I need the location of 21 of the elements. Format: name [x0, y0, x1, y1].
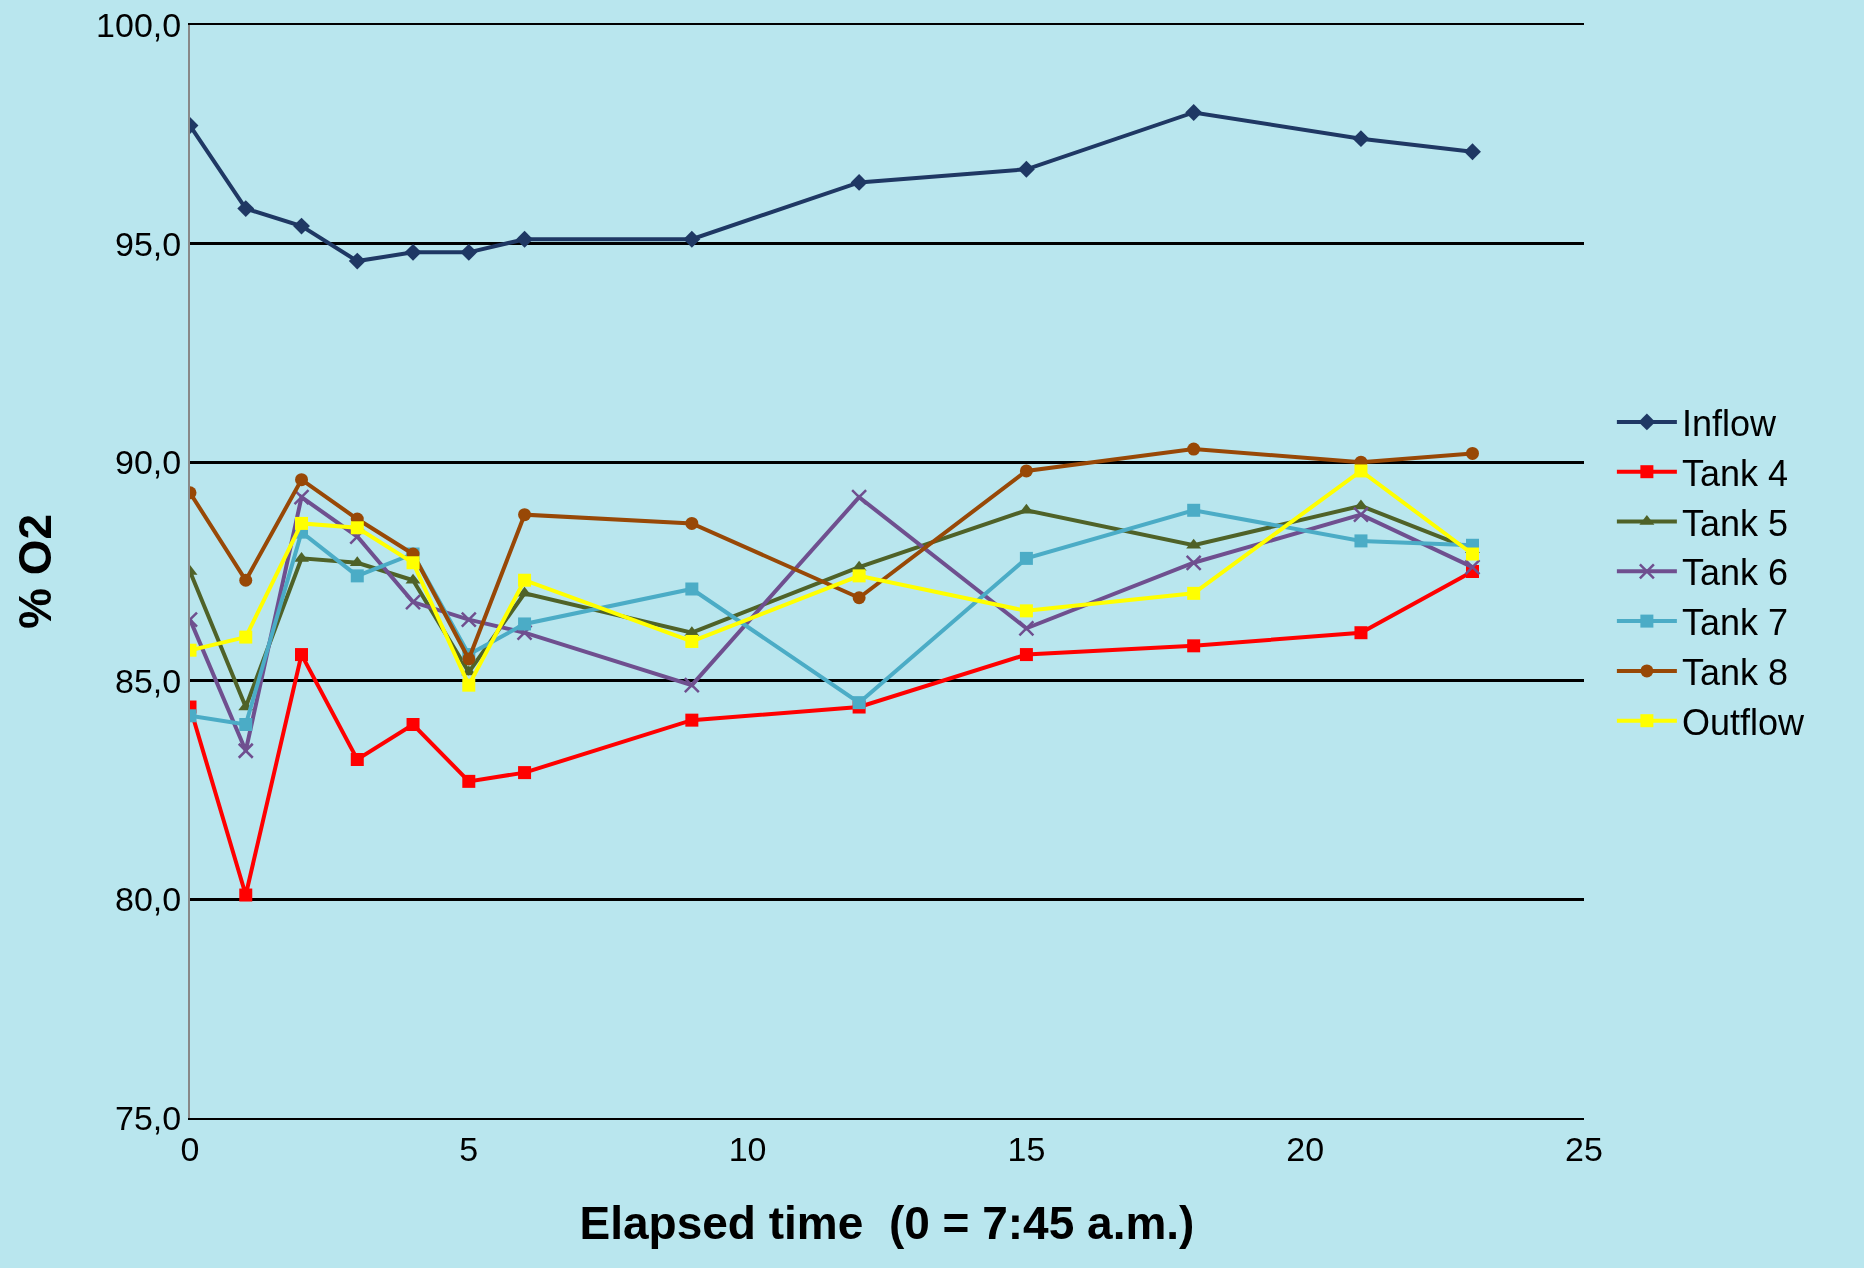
legend-label: Tank 8 — [1681, 651, 1788, 693]
y-tick-label: 75,0 — [115, 1098, 182, 1137]
x-tick-label: 25 — [1565, 1129, 1603, 1168]
legend-label: Tank 5 — [1681, 502, 1788, 544]
legend-label: Tank 6 — [1681, 552, 1788, 594]
y-tick-label: 80,0 — [115, 880, 182, 919]
x-axis-title: Elapsed time (0 = 7:45 a.m.) — [579, 1197, 1195, 1249]
legend-label: Outflow — [1681, 701, 1805, 743]
y-tick-label: 95,0 — [115, 224, 182, 263]
x-tick-label: 15 — [1007, 1129, 1046, 1168]
x-tick-label: 20 — [1286, 1129, 1325, 1168]
y-tick-label: 90,0 — [115, 443, 182, 482]
y-tick-label: 85,0 — [115, 661, 182, 700]
x-tick-label: 0 — [180, 1129, 200, 1168]
x-tick-label: 5 — [459, 1129, 479, 1168]
y-tick-label: 100,0 — [96, 5, 182, 44]
x-tick-label: 10 — [728, 1129, 767, 1168]
y-axis-title: % O2 — [9, 513, 62, 630]
legend-label: Tank 7 — [1681, 602, 1788, 644]
legend-label: Inflow — [1681, 402, 1777, 444]
legend-label: Tank 4 — [1681, 452, 1788, 494]
